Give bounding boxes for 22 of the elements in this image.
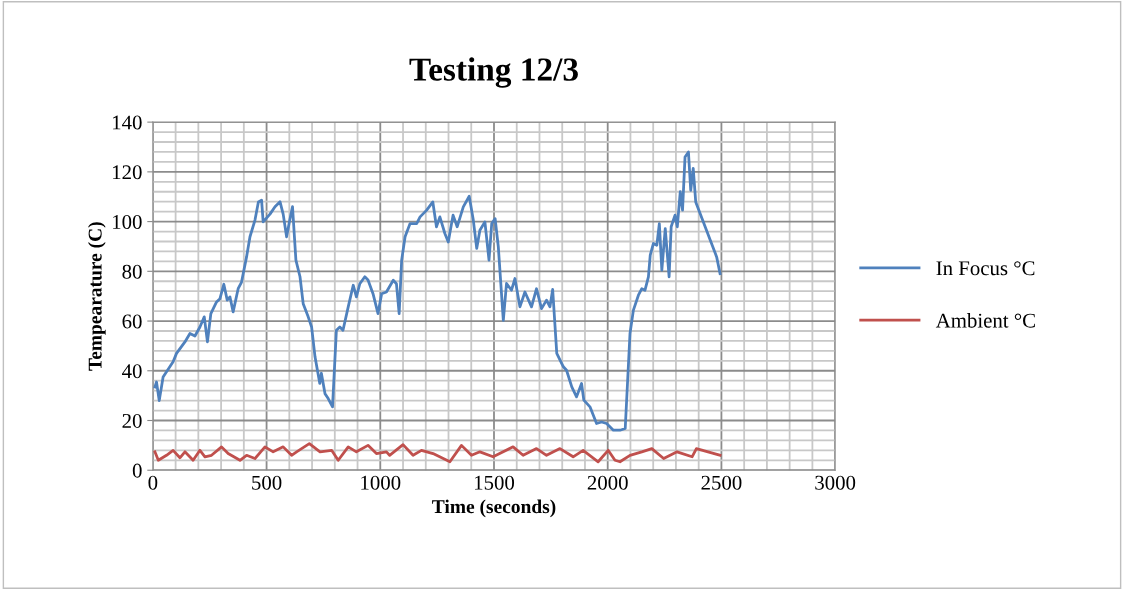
y-tick-label: 100 bbox=[113, 214, 142, 230]
x-tick-label: 500 bbox=[252, 475, 282, 490]
y-tick-label: 60 bbox=[122, 314, 142, 329]
x-tick-label: 2000 bbox=[587, 475, 628, 490]
y-axis-title: Tempearature (C) bbox=[88, 222, 106, 371]
y-tick-label: 120 bbox=[113, 165, 142, 180]
line-series bbox=[153, 150, 722, 432]
legend-label: In Focus °C bbox=[936, 261, 1035, 276]
y-tick-label: 140 bbox=[113, 115, 142, 130]
y-tick-label: 0 bbox=[132, 463, 142, 478]
y-tick-label: 40 bbox=[122, 364, 142, 379]
legend-label: Ambient °C bbox=[935, 312, 1035, 328]
x-tick-label: 0 bbox=[148, 475, 158, 490]
y-tick-label: 80 bbox=[122, 264, 142, 279]
y-tick-label: 20 bbox=[122, 413, 142, 428]
x-tick-label: 3000 bbox=[815, 475, 856, 490]
chart-title: Testing 12/3 bbox=[409, 57, 578, 88]
x-tick-label: 2500 bbox=[701, 475, 742, 490]
x-tick-label: 1500 bbox=[475, 475, 515, 490]
x-axis-title: Time (seconds) bbox=[432, 499, 556, 518]
line-series bbox=[153, 442, 722, 464]
x-tick-label: 1000 bbox=[361, 475, 401, 490]
